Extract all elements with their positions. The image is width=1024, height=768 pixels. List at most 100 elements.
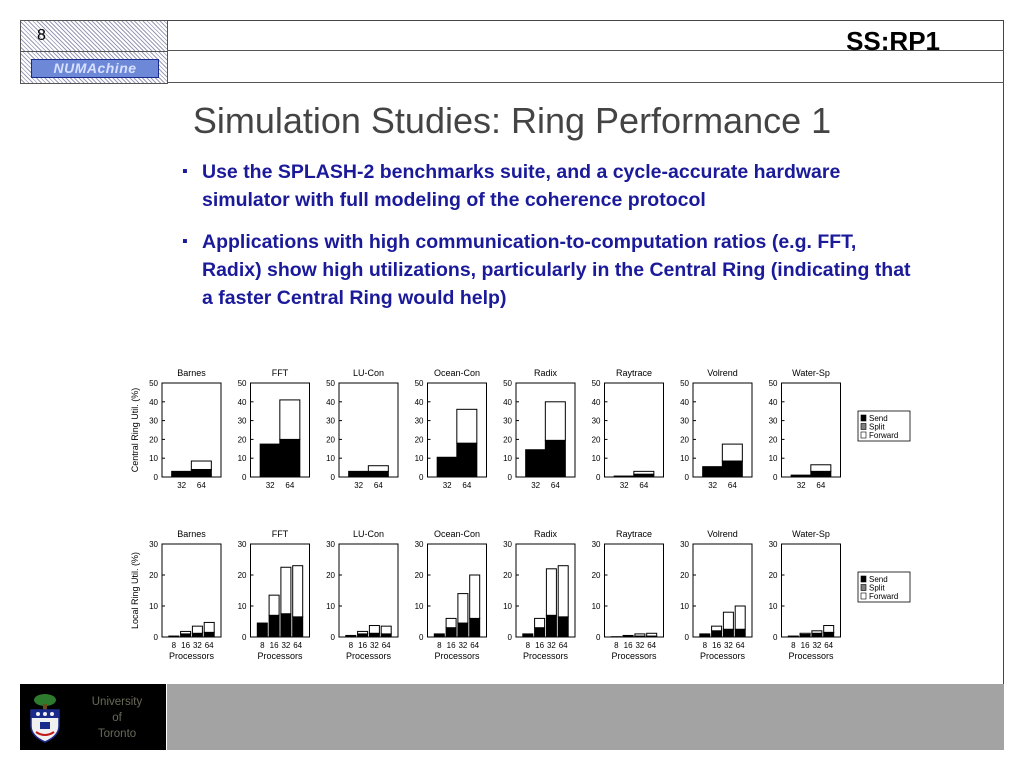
- y-tick-label: 50: [592, 379, 601, 388]
- bar-forward: [268, 594, 280, 616]
- bar-send: [734, 628, 746, 638]
- y-tick-label: 0: [685, 633, 690, 642]
- bar-forward: [292, 565, 304, 618]
- bar-forward: [280, 566, 292, 615]
- bar-send: [544, 439, 566, 478]
- x-tick-label: 64: [374, 481, 383, 490]
- legend-label: Split: [869, 423, 885, 432]
- y-tick-label: 20: [149, 435, 158, 444]
- bar-forward: [823, 625, 835, 633]
- x-tick-label: 32: [797, 481, 806, 490]
- panel-title: Barnes: [177, 368, 206, 378]
- plot-frame: [604, 543, 664, 638]
- x-tick-label: 16: [447, 641, 456, 650]
- slide-code: SS:RP1: [846, 26, 940, 56]
- y-tick-label: 40: [592, 398, 601, 407]
- bar-send: [191, 632, 203, 638]
- numachine-logo: NUMAchine: [31, 59, 159, 78]
- bar-forward: [721, 443, 743, 462]
- x-tick-label: 32: [193, 641, 202, 650]
- y-tick-label: 50: [326, 379, 335, 388]
- x-tick-label: 8: [349, 641, 354, 650]
- x-tick-label: 32: [812, 641, 821, 650]
- y-tick-label: 0: [596, 473, 601, 482]
- bullet-list: ▪ Use the SPLASH-2 benchmarks suite, and …: [180, 158, 920, 326]
- bullet-text: Applications with high communication-to-…: [202, 231, 911, 309]
- y-tick-label: 10: [326, 602, 335, 611]
- x-tick-label: 16: [624, 641, 633, 650]
- bar-send: [345, 634, 357, 638]
- header-rule: [167, 50, 1004, 51]
- bar-forward: [634, 633, 646, 637]
- legend-swatch: [860, 592, 867, 600]
- panel-title: LU-Con: [353, 529, 384, 539]
- panel-title: Radix: [534, 529, 558, 539]
- x-axis-label: Processors: [611, 651, 657, 661]
- panel-title: FFT: [272, 529, 289, 539]
- y-tick-label: 30: [680, 417, 689, 426]
- x-tick-label: 8: [260, 641, 265, 650]
- bullet-square-icon: ▪: [182, 233, 188, 250]
- legend-swatch: [860, 575, 867, 583]
- x-tick-label: 16: [801, 641, 810, 650]
- plot-frame: [338, 543, 399, 638]
- bar-send: [280, 613, 292, 638]
- x-tick-label: 16: [712, 641, 721, 650]
- footer-bar: [167, 684, 1004, 750]
- footer-university-block: University of Toronto: [20, 684, 166, 750]
- x-tick-label: 64: [559, 641, 568, 650]
- x-axis-label: Processors: [346, 651, 392, 661]
- y-tick-label: 20: [149, 571, 158, 580]
- y-tick-label: 0: [508, 633, 513, 642]
- y-tick-label: 50: [415, 379, 424, 388]
- y-tick-label: 40: [326, 398, 335, 407]
- bar-forward: [734, 605, 746, 630]
- bar-forward: [368, 625, 380, 634]
- x-tick-label: 32: [620, 481, 629, 490]
- y-tick-label: 30: [503, 417, 512, 426]
- y-tick-label: 50: [680, 379, 689, 388]
- x-tick-label: 32: [531, 481, 540, 490]
- x-tick-label: 32: [547, 641, 556, 650]
- plot-frame: [781, 543, 841, 638]
- bar-send: [525, 449, 547, 478]
- x-axis-label: Processors: [788, 651, 834, 661]
- panel-title: LU-Con: [353, 368, 384, 378]
- y-tick-label: 50: [503, 379, 512, 388]
- bar-forward: [545, 568, 557, 616]
- y-tick-label: 0: [508, 473, 513, 482]
- y-tick-label: 30: [592, 417, 601, 426]
- legend-swatch: [860, 431, 867, 439]
- x-tick-label: 64: [647, 641, 656, 650]
- x-tick-label: 64: [551, 481, 560, 490]
- y-tick-label: 30: [238, 417, 247, 426]
- bar-send: [787, 635, 799, 638]
- x-tick-label: 8: [703, 641, 708, 650]
- y-tick-label: 10: [592, 454, 601, 463]
- y-tick-label: 50: [149, 379, 158, 388]
- y-tick-label: 20: [592, 571, 601, 580]
- bar-send: [259, 443, 281, 478]
- y-tick-label: 30: [326, 417, 335, 426]
- y-tick-label: 50: [769, 379, 778, 388]
- plot-frame: [604, 382, 664, 478]
- ring-utilization-charts: Central Ring Util. (%) Barnes 0 10 20 30 40 50 3…: [130, 368, 911, 661]
- y-tick-label: 0: [773, 473, 778, 482]
- y-tick-label: 20: [415, 571, 424, 580]
- legend-swatch: [860, 414, 867, 422]
- y-tick-label: 0: [331, 473, 336, 482]
- bar-send: [790, 474, 812, 478]
- y-tick-label: 20: [238, 435, 247, 444]
- panel-title: Radix: [534, 368, 558, 378]
- x-tick-label: 32: [635, 641, 644, 650]
- bar-forward: [722, 611, 734, 630]
- bar-send: [702, 466, 724, 478]
- x-tick-label: 64: [639, 481, 648, 490]
- bar-send: [348, 470, 370, 478]
- y-tick-label: 10: [503, 602, 512, 611]
- x-tick-label: 64: [736, 641, 745, 650]
- slide-number-box: 8: [20, 20, 168, 52]
- university-line: of: [112, 712, 122, 724]
- x-tick-label: 64: [816, 481, 825, 490]
- y-tick-label: 40: [680, 398, 689, 407]
